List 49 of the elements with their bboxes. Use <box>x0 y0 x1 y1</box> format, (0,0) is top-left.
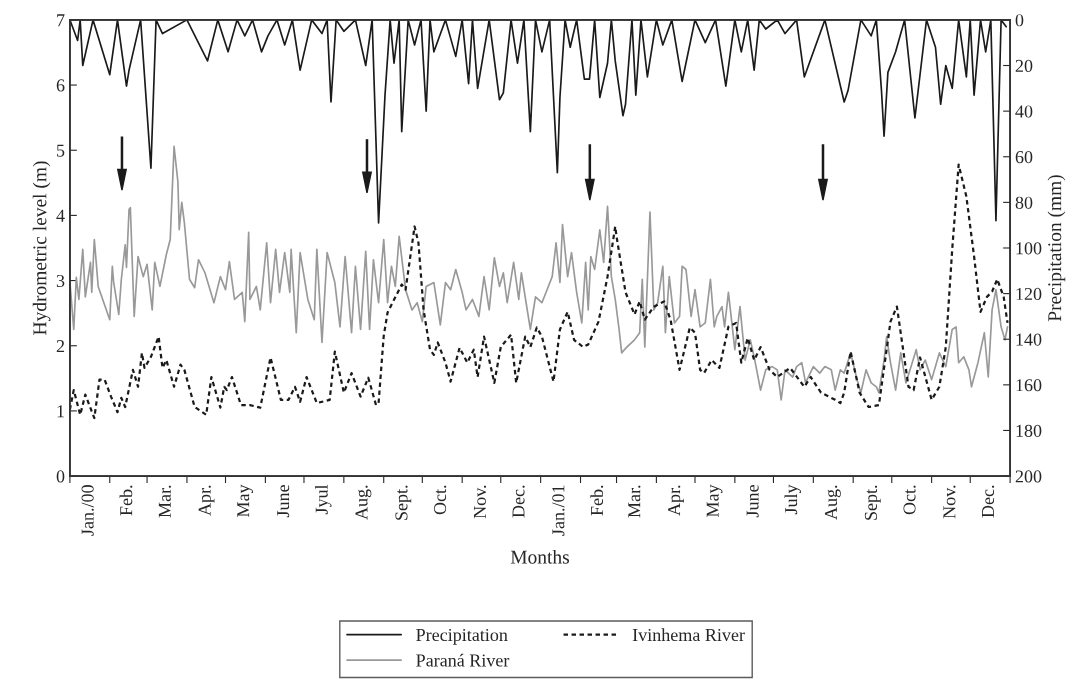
y-axis-title: Hydrometric level (m) <box>32 161 51 335</box>
y-tick-label: 7 <box>57 14 65 27</box>
legend-label: Precipitation <box>416 628 508 645</box>
x-tick-label: Oct. <box>433 485 447 515</box>
legend-label: Paraná River <box>416 653 510 667</box>
y2-tick-label: 140 <box>1016 333 1042 346</box>
x-axis-title: Months <box>510 549 569 564</box>
x-tick-label: Sept. <box>864 485 881 520</box>
x-tick-label: Mar. <box>158 485 171 518</box>
y-tick-label: 5 <box>57 144 65 157</box>
x-tick-label: May <box>237 484 253 517</box>
x-tick-label: Jan./00 <box>81 485 94 536</box>
x-tick-label: Mar. <box>628 485 641 518</box>
x-tick-label: Apr. <box>668 485 684 516</box>
y2-tick-label: 40 <box>1015 105 1033 118</box>
x-tick-label: May <box>706 484 723 517</box>
y-tick-label: 3 <box>56 274 65 288</box>
y2-tick-label: 80 <box>1015 196 1033 209</box>
y2-tick-label: 200 <box>1015 470 1042 483</box>
x-tick-label: Dec. <box>982 485 995 518</box>
y2-axis-title: Precipitation (mm) <box>1047 175 1066 322</box>
y-tick-label: 1 <box>57 405 64 418</box>
x-tick-label: June <box>277 485 290 518</box>
y2-tick-label: 20 <box>1015 59 1033 72</box>
legend-label: Ivinhema River <box>632 628 745 642</box>
x-tick-label: Oct. <box>903 485 916 515</box>
x-tick-label: Aug. <box>824 485 841 520</box>
y-tick-label: 2 <box>56 340 65 353</box>
x-tick-label: Sept. <box>395 485 412 520</box>
y2-tick-label: 100 <box>1016 242 1042 255</box>
y-tick-label: 0 <box>56 470 65 483</box>
x-tick-label: Nov. <box>943 485 956 519</box>
y2-tick-label: 180 <box>1016 424 1042 437</box>
y2-tick-label: 60 <box>1015 151 1033 164</box>
x-tick-label: Dec. <box>512 485 525 518</box>
y-tick-label: 4 <box>56 209 65 222</box>
y2-tick-label: 0 <box>1015 14 1024 27</box>
x-tick-label: Nov. <box>473 485 487 519</box>
y-tick-label: 6 <box>56 79 65 92</box>
y2-tick-label: 160 <box>1016 379 1042 392</box>
x-tick-label: Jyul <box>315 484 332 515</box>
x-tick-label: Aug. <box>355 485 372 520</box>
x-tick-label: Apr. <box>198 485 215 516</box>
x-tick-label: June <box>746 485 759 518</box>
x-tick-label: Jan./01 <box>552 485 565 536</box>
x-tick-label: Feb. <box>119 485 133 516</box>
x-tick-label: July <box>784 484 801 515</box>
x-tick-label: Feb. <box>590 485 604 516</box>
y2-tick-label: 120 <box>1016 287 1042 301</box>
